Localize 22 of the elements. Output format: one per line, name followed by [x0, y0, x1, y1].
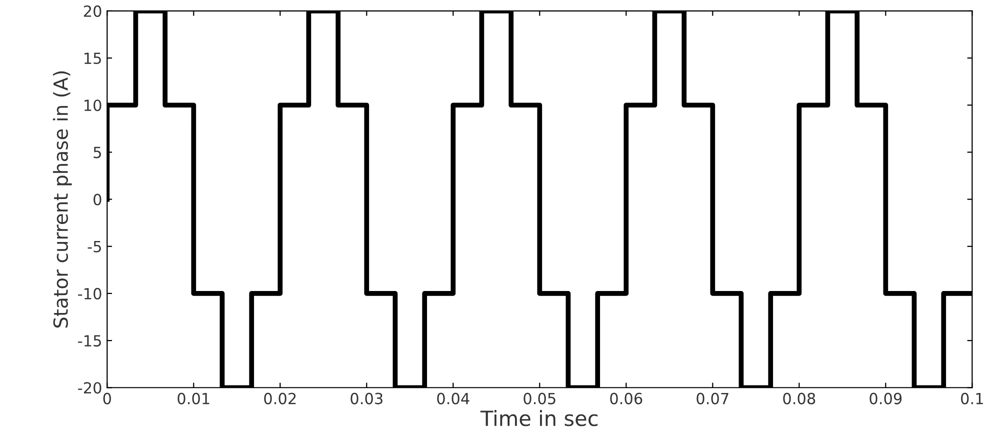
- x-tick-label: 0.05: [524, 392, 556, 404]
- y-tick-label: 5: [94, 146, 101, 158]
- x-tick-label: 0.06: [610, 392, 642, 404]
- x-tick-label: 0.04: [437, 392, 470, 404]
- y-tick-label: 15: [84, 52, 101, 64]
- x-tick-label: 0.08: [783, 392, 816, 404]
- x-tick-label: 0.03: [350, 392, 382, 404]
- y-axis-title: Stator current phase in (A): [52, 71, 72, 328]
- y-tick-label: 0: [94, 194, 102, 206]
- y-tick-label: -20: [78, 382, 102, 394]
- x-tick-label: 0.07: [696, 392, 728, 404]
- y-tick-label: -5: [88, 241, 101, 252]
- y-tick-label: 20: [84, 5, 102, 17]
- x-axis-title: Time in sec: [480, 410, 598, 426]
- x-tick-label: 0: [103, 392, 111, 404]
- x-tick-label: 0.09: [870, 392, 902, 404]
- y-tick-label: 10: [84, 100, 102, 112]
- x-tick-label: 0.02: [264, 392, 296, 404]
- y-tick-label: -10: [78, 288, 102, 300]
- y-tick-label: -15: [78, 335, 101, 347]
- x-tick-label: 0.1: [961, 392, 983, 404]
- x-tick-label: 0.01: [178, 392, 210, 404]
